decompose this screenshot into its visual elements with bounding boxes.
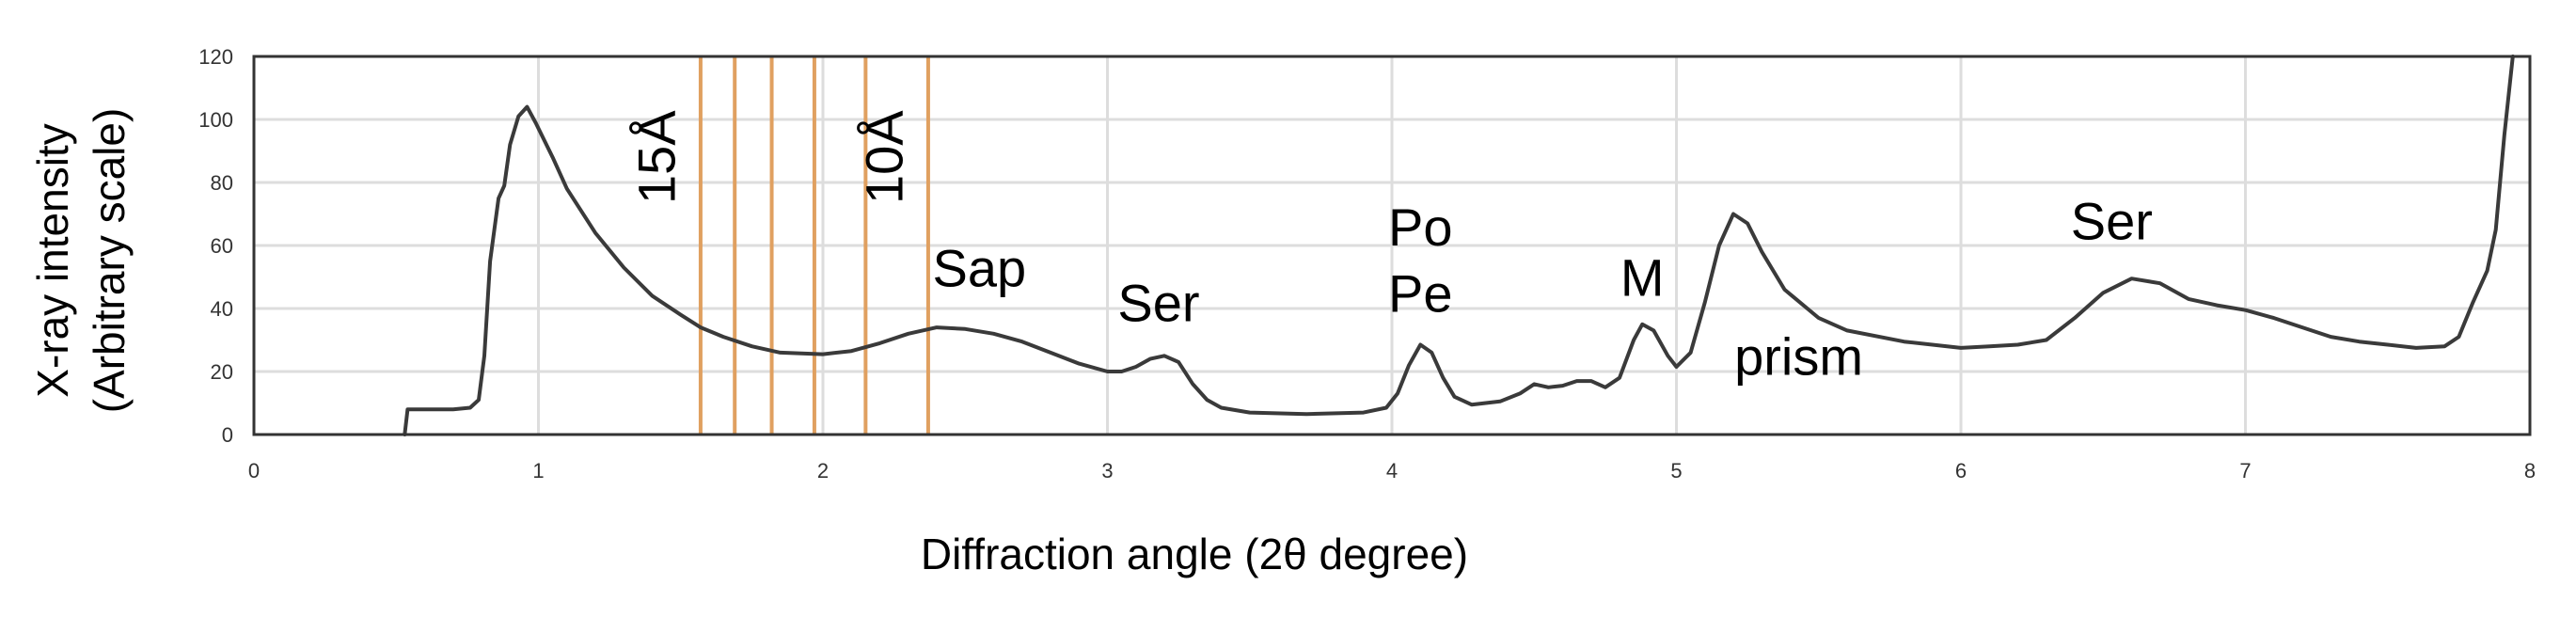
x-tick-label: 1 — [532, 459, 544, 483]
annotation-label: Pe — [1388, 263, 1453, 323]
x-tick-label: 7 — [2239, 459, 2251, 483]
grid-layer — [252, 55, 2532, 436]
y-axis-title-line-2: (Arbitrary scale) — [85, 108, 134, 414]
y-tick-label: 100 — [198, 108, 233, 132]
x-tick-label: 6 — [1955, 459, 1967, 483]
tick-labels: 0 20 40 60 80 100 120 0 1 2 3 4 5 6 7 8 — [198, 45, 2536, 483]
y-tick-label: 20 — [211, 360, 233, 384]
x-axis-title: Diffraction angle (2θ degree) — [921, 530, 1468, 578]
reference-lines — [698, 56, 930, 435]
y-tick-label: 60 — [211, 234, 233, 258]
annotation-label: prism — [1734, 326, 1863, 386]
axis-layer — [252, 55, 2532, 436]
annotation-label: Po — [1388, 198, 1453, 257]
annotation-label: Sap — [933, 239, 1027, 298]
y-tick-label: 120 — [198, 45, 233, 69]
annotation-label: Ser — [2071, 191, 2153, 250]
annotation-label: 10Å — [855, 110, 914, 204]
y-axis-title-line-1: X-ray intensity — [28, 123, 77, 397]
y-tick-label: 80 — [211, 171, 233, 195]
x-tick-label: 0 — [248, 459, 260, 483]
x-tick-label: 2 — [817, 459, 829, 483]
x-tick-label: 3 — [1101, 459, 1113, 483]
x-tick-label: 4 — [1386, 459, 1398, 483]
y-tick-label: 40 — [211, 297, 233, 321]
annotation-label: 15Å — [627, 110, 687, 204]
annotation-label: Ser — [1117, 273, 1199, 332]
series-layer — [403, 55, 2515, 436]
series-line — [403, 55, 2515, 436]
x-tick-label: 5 — [1670, 459, 1682, 483]
plot-frame — [252, 55, 2532, 436]
y-tick-label: 0 — [222, 423, 233, 447]
annotation-label: M — [1620, 248, 1665, 308]
x-tick-label: 8 — [2524, 459, 2536, 483]
